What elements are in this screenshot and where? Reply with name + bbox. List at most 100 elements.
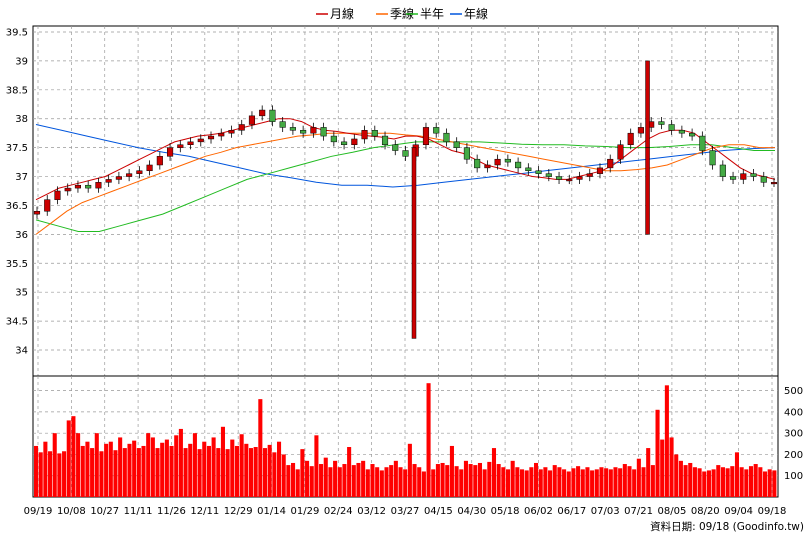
x-tick-label: 08/20 <box>691 506 720 517</box>
x-tick-label: 02/24 <box>324 506 353 517</box>
price-y-tick-label: 37.5 <box>6 143 28 154</box>
volume-bar <box>753 464 758 497</box>
volume-bar <box>519 469 525 497</box>
candle-body <box>392 144 399 151</box>
volume-bar <box>319 464 324 497</box>
volume-bar <box>267 444 272 497</box>
volume-y-tick-label: 200 <box>784 450 803 461</box>
volume-bar <box>566 471 571 497</box>
volume-bar <box>407 443 412 497</box>
volume-bar <box>150 437 155 497</box>
price-y-tick-label: 35 <box>15 288 28 299</box>
moving-average-lines <box>35 118 776 235</box>
x-tick-label: 06/02 <box>524 506 553 517</box>
candle-body <box>760 176 767 183</box>
volume-bar <box>632 469 637 497</box>
x-tick-label: 10/08 <box>57 506 86 517</box>
volume-bar <box>473 465 478 497</box>
legend: 月線 季線 半年 年線 <box>316 6 488 21</box>
candle-body <box>504 158 511 163</box>
candle-body <box>156 156 163 166</box>
candle-body <box>596 167 604 174</box>
volume-bar <box>725 468 730 497</box>
volume-bar <box>286 465 291 497</box>
volume-bar <box>328 467 333 497</box>
x-tick-label: 04/30 <box>457 506 486 517</box>
price-y-tick-label: 38.5 <box>6 85 28 96</box>
candle-body <box>433 127 440 134</box>
volume-bar <box>548 470 553 497</box>
volume-bar <box>688 462 693 497</box>
volume-bar <box>160 442 165 497</box>
volume-bar <box>477 462 483 497</box>
volume-bar <box>197 449 202 497</box>
volume-bar <box>734 452 740 497</box>
volume-bar <box>85 441 90 497</box>
volume-bar <box>702 471 707 497</box>
candle-body <box>637 127 644 134</box>
candle-body <box>453 141 460 148</box>
volume-bar <box>697 468 702 497</box>
x-tick-label: 10/27 <box>90 506 119 517</box>
volume-bar <box>678 460 683 497</box>
legend-item-month: 月線 <box>316 6 354 21</box>
volume-bar <box>692 467 697 497</box>
volume-bar <box>674 454 679 497</box>
volume-bar <box>571 468 576 497</box>
candle-body <box>555 176 563 180</box>
volume-bar <box>169 445 174 497</box>
volume-bar <box>281 454 286 497</box>
candle-body <box>740 173 747 180</box>
candle-body <box>238 124 245 131</box>
volume-bar <box>347 447 352 497</box>
candle-body <box>576 176 583 180</box>
volume-bar <box>178 428 183 497</box>
volume-bar <box>262 448 268 497</box>
candle-body <box>719 164 726 177</box>
volume-bar <box>730 466 735 497</box>
volume-bar <box>613 467 618 497</box>
volume-bar <box>655 409 660 497</box>
candle-body <box>729 176 737 180</box>
candle-body <box>105 179 112 183</box>
volume-bar <box>314 435 319 497</box>
volume-bar <box>393 460 398 497</box>
volume-bar <box>155 448 160 497</box>
volume-bar <box>309 466 314 497</box>
price-panel <box>32 25 779 377</box>
volume-y-tick-label: 400 <box>784 407 803 418</box>
candle-body <box>371 130 378 137</box>
volume-bar <box>454 466 459 497</box>
x-tick-label: 12/11 <box>190 506 219 517</box>
volume-bar <box>220 426 225 497</box>
volume-bar <box>48 451 53 497</box>
x-tick-label: 01/29 <box>290 506 319 517</box>
volume-bar <box>716 465 721 497</box>
candle-body <box>228 130 235 134</box>
price-grid <box>33 26 778 376</box>
volume-bar <box>276 441 282 497</box>
candle-body <box>381 135 389 145</box>
volume-bar <box>431 469 436 497</box>
legend-label-half: 半年 <box>420 7 444 21</box>
volume-bar <box>384 467 389 497</box>
volume-bar <box>594 469 599 497</box>
candle-body <box>197 138 204 143</box>
candle-body <box>289 127 296 131</box>
x-tick-label: 12/29 <box>224 506 253 517</box>
volume-bar <box>767 469 772 497</box>
volume-bar <box>211 437 216 497</box>
volume-bar <box>618 468 623 497</box>
volume-bar <box>744 469 749 497</box>
volume-bar <box>720 467 725 497</box>
candle-body <box>341 141 348 145</box>
volume-bar <box>580 469 585 497</box>
ma-month-line <box>35 118 776 201</box>
ma-quarter-line <box>35 132 775 235</box>
footer-note: 資料日期: 09/18 (Goodinfo.tw) <box>650 520 804 533</box>
candle-body <box>699 135 706 151</box>
candle-body <box>279 121 286 128</box>
volume-bar <box>529 467 534 497</box>
candle-body <box>146 164 153 172</box>
